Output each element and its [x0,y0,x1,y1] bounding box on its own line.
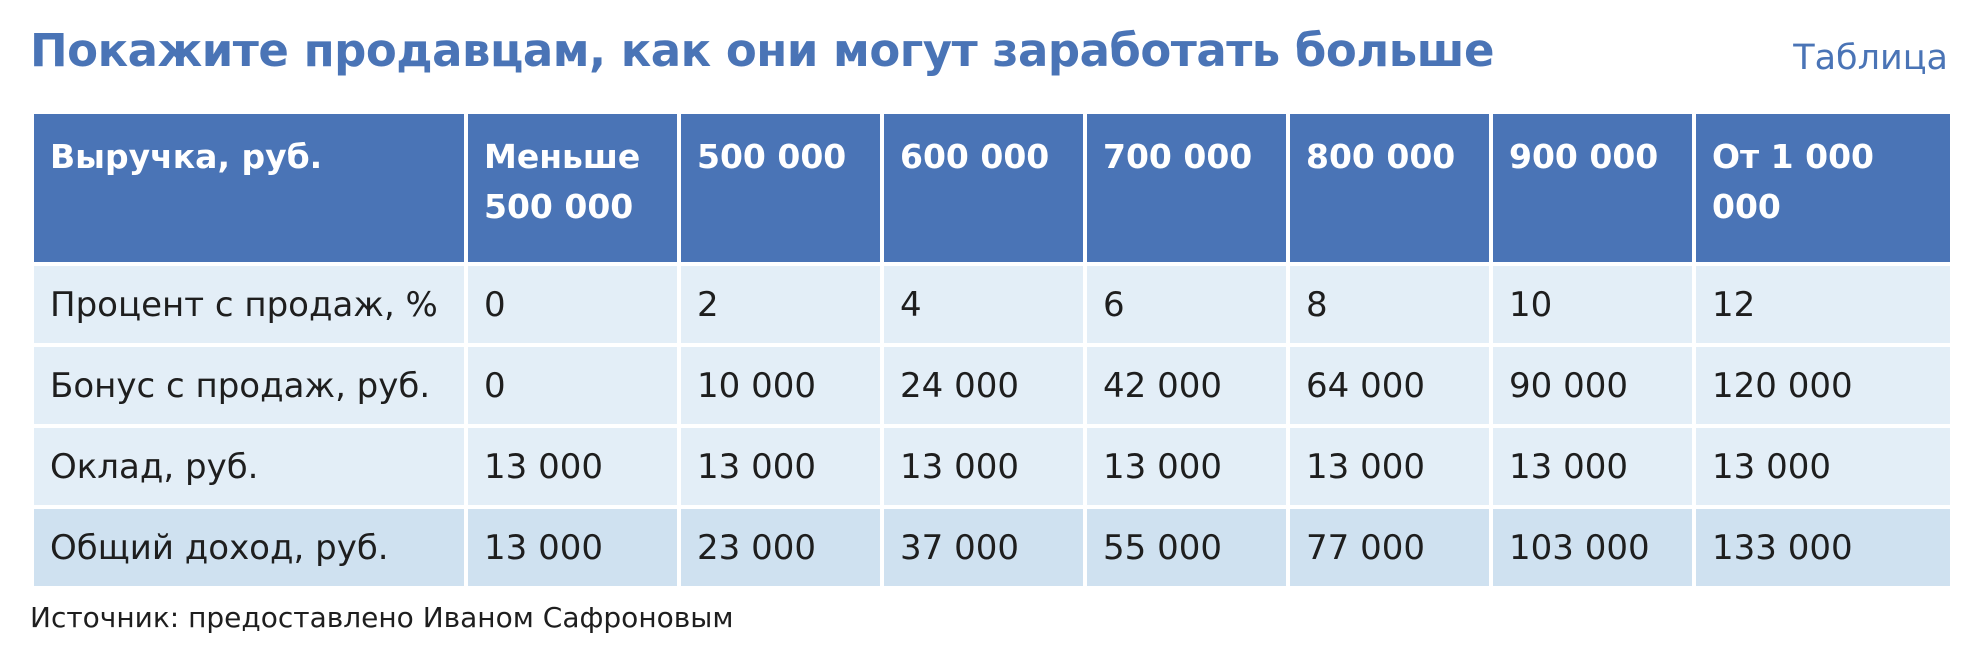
row-label: Общий доход, руб. [30,505,468,590]
table-cell: 13 000 [464,424,681,509]
table-cell: 12 [1692,262,1954,347]
header-cell-less-500000: Меньше 500 000 [464,110,681,266]
page-title: Покажите продавцам, как они могут зарабо… [30,24,1494,77]
table-cell: 55 000 [1083,505,1290,590]
table-cell: 13 000 [464,505,681,590]
header-cell-900000: 900 000 [1489,110,1696,266]
table-cell: 103 000 [1489,505,1696,590]
table-row-sales-percent: Процент с продаж, % 0 2 4 6 8 10 12 [30,262,1954,347]
table-cell: 2 [677,262,884,347]
table-cell: 4 [880,262,1087,347]
table-cell: 90 000 [1489,343,1696,428]
header-cell-from-1000000: От 1 000 000 [1692,110,1954,266]
table-cell: 6 [1083,262,1290,347]
header-cell-500000: 500 000 [677,110,884,266]
header-cell-revenue: Выручка, руб. [30,110,468,266]
table-cell: 10 000 [677,343,884,428]
table-row-sales-bonus: Бонус с продаж, руб. 0 10 000 24 000 42 … [30,343,1954,428]
table-cell: 0 [464,262,681,347]
table-cell: 24 000 [880,343,1087,428]
table-cell: 0 [464,343,681,428]
revenue-table: Выручка, руб. Меньше 500 000 500 000 600… [30,110,1954,590]
header-row: Выручка, руб. Меньше 500 000 500 000 600… [30,110,1954,266]
table-cell: 13 000 [880,424,1087,509]
table-cell: 23 000 [677,505,884,590]
table-tag: Таблица [1793,38,1948,78]
table-cell: 13 000 [1083,424,1290,509]
header-cell-800000: 800 000 [1286,110,1493,266]
table-cell: 13 000 [1489,424,1696,509]
table-cell: 8 [1286,262,1493,347]
table-cell: 120 000 [1692,343,1954,428]
row-label: Оклад, руб. [30,424,468,509]
source-note: Источник: предоставлено Иваном Сафроновы… [30,601,734,634]
header-cell-700000: 700 000 [1083,110,1290,266]
table-cell: 10 [1489,262,1696,347]
table-cell: 77 000 [1286,505,1493,590]
header-cell-600000: 600 000 [880,110,1087,266]
table-cell: 42 000 [1083,343,1290,428]
table-cell: 64 000 [1286,343,1493,428]
table-cell: 133 000 [1692,505,1954,590]
table-row-total-income: Общий доход, руб. 13 000 23 000 37 000 5… [30,505,1954,590]
table-cell: 37 000 [880,505,1087,590]
table-row-salary: Оклад, руб. 13 000 13 000 13 000 13 000 … [30,424,1954,509]
table-cell: 13 000 [1286,424,1493,509]
row-label: Процент с продаж, % [30,262,468,347]
table-cell: 13 000 [1692,424,1954,509]
table-cell: 13 000 [677,424,884,509]
row-label: Бонус с продаж, руб. [30,343,468,428]
